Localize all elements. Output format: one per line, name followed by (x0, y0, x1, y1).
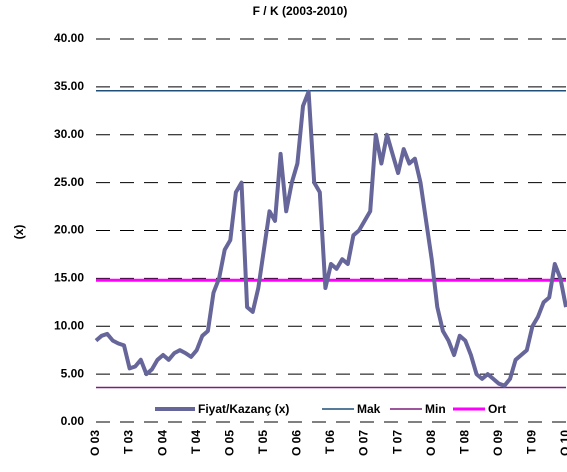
legend-label: Fiyat/Kazanç (x) (198, 402, 289, 416)
y-tick-label: 20.00 (54, 223, 84, 237)
x-tick-label: T 03 (122, 430, 136, 454)
legend-label: Min (425, 402, 446, 416)
x-tick-label: O 04 (155, 430, 169, 456)
x-tick-label: O 05 (222, 430, 236, 456)
x-tick-label: T 09 (525, 430, 539, 454)
y-tick-label: 30.00 (54, 127, 84, 141)
y-tick-label: 25.00 (54, 175, 84, 189)
x-tick-label: T 04 (189, 430, 203, 454)
x-tick-label: O 10 (558, 430, 567, 456)
y-tick-label: 15.00 (54, 271, 84, 285)
y-tick-label: 35.00 (54, 79, 84, 93)
x-tick-label: T 07 (390, 430, 404, 454)
x-tick-label: O 06 (290, 430, 304, 456)
y-axis-label: (x) (12, 225, 26, 240)
y-tick-label: 5.00 (61, 366, 85, 380)
x-tick-label: T 08 (457, 430, 471, 454)
x-tick-label: O 08 (424, 430, 438, 456)
y-tick-label: 40.00 (54, 31, 84, 45)
data-line (94, 89, 567, 388)
y-tick-label: 0.00 (61, 414, 85, 428)
legend-label: Mak (357, 402, 381, 416)
x-tick-label: O 07 (357, 430, 371, 456)
y-tick-label: 10.00 (54, 318, 84, 332)
x-tick-label: O 03 (88, 430, 102, 456)
x-tick-label: T 06 (323, 430, 337, 454)
x-tick-label: T 05 (256, 430, 270, 454)
chart-title: F / K (2003-2010) (253, 4, 348, 18)
x-tick-label: O 09 (491, 430, 505, 456)
legend-label: Ort (488, 402, 506, 416)
